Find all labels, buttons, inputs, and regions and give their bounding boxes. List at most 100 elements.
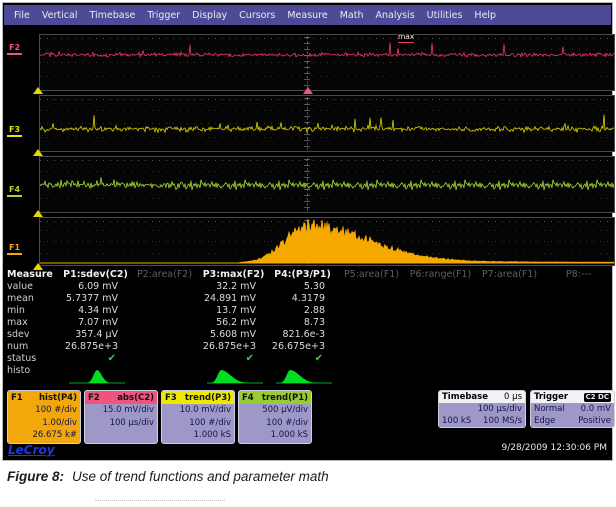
measure-value-p4-mean: 4.3179 — [268, 293, 337, 305]
descriptor-line-1: 15.0 mV/div — [85, 404, 157, 417]
figure-caption-label: Figure 8: — [7, 469, 64, 484]
menu-measure[interactable]: Measure — [281, 10, 333, 21]
measure-column-header-p8[interactable]: P8:--- — [544, 269, 613, 281]
channel-descriptor-f2[interactable]: F2 abs(C2)15.0 mV/div100 µs/div — [84, 390, 158, 444]
grid-f2[interactable] — [39, 34, 615, 91]
descriptor-header: F1hist(P4) — [8, 391, 80, 404]
measure-table: MeasureP1:sdev(C2)P2:area(F2)P3:max(F2)P… — [7, 269, 613, 385]
timebase-descriptor[interactable]: Timebase 0 µs 100 µs/div 100 kS 100 MS/s — [438, 390, 526, 428]
measure-row-label-mean: mean — [7, 293, 61, 305]
measure-row-label-max: max — [7, 317, 61, 329]
measure-value-p4-max: 8.73 — [268, 317, 337, 329]
timebase-rate: 100 MS/s — [483, 415, 522, 427]
measure-status-p4: ✔ — [268, 353, 337, 365]
measure-value-p6-mean — [406, 293, 475, 305]
menu-utilities[interactable]: Utilities — [421, 10, 469, 21]
channel-descriptor-f1[interactable]: F1hist(P4)100 #/div1.00/div26.675 k# — [7, 390, 81, 444]
measure-column-header-p4[interactable]: P4:(P3/P1) — [268, 269, 337, 281]
measure-column-header-p1[interactable]: P1:sdev(C2) — [61, 269, 130, 281]
measure-value-p8-sdev — [544, 329, 613, 341]
measure-value-p6-min — [406, 305, 475, 317]
trace-label-f2[interactable]: F2 — [7, 43, 22, 55]
histicon-graph — [275, 367, 333, 385]
menu-file[interactable]: File — [8, 10, 36, 21]
menu-help[interactable]: Help — [468, 10, 502, 21]
descriptor-row: F4 trend(P1)500 µV/div 100 #/div1.000 kSF3… — [3, 390, 616, 450]
measure-value-p1-num: 26.875e+3 — [61, 341, 130, 353]
descriptor-id: F4 — [242, 393, 254, 403]
measure-status-p6 — [406, 353, 475, 365]
descriptor-line-2: 100 #/div — [162, 417, 234, 430]
measure-value-p4-sdev: 821.6e-3 — [268, 329, 337, 341]
measure-status-p2 — [130, 353, 199, 365]
measure-value-p3-num: 26.875e+3 — [199, 341, 268, 353]
menu-display[interactable]: Display — [186, 10, 233, 21]
measure-column-header-p7[interactable]: P7:area(F1) — [475, 269, 544, 281]
measure-column-header-p6[interactable]: P6:range(F1) — [406, 269, 475, 281]
channel-descriptor-f3[interactable]: F3trend(P3)10.0 mV/div100 #/div1.000 kS — [161, 390, 235, 444]
measure-column-header-p5[interactable]: P5:area(F1) — [337, 269, 406, 281]
trace-label-f1[interactable]: F1 — [7, 243, 22, 255]
measure-value-p7-num — [475, 341, 544, 353]
measure-value-p4-num: 26.675e+3 — [268, 341, 337, 353]
measure-histicon-p8 — [544, 365, 613, 385]
measure-value-p1-value: 6.09 mV — [61, 281, 130, 293]
measure-value-p4-min: 2.88 — [268, 305, 337, 317]
descriptor-header: F2 abs(C2) — [85, 391, 157, 404]
waveform-f1 — [40, 218, 614, 265]
trigger-descriptor[interactable]: Trigger C2 DC Normal 0.0 mV Edge Positiv… — [530, 390, 615, 428]
measure-column-header-p3[interactable]: P3:max(F2) — [199, 269, 268, 281]
measure-value-p2-value — [130, 281, 199, 293]
measure-value-p6-value — [406, 281, 475, 293]
menu-cursors[interactable]: Cursors — [233, 10, 281, 21]
measure-histicon-p7 — [475, 365, 544, 385]
menu-trigger[interactable]: Trigger — [141, 10, 186, 21]
measure-value-p8-mean — [544, 293, 613, 305]
histicon-graph — [68, 367, 126, 385]
descriptor-header: F4 trend(P1) — [239, 391, 311, 404]
trigger-time-marker — [303, 87, 313, 94]
menu-vertical[interactable]: Vertical — [36, 10, 84, 21]
timebase-title: Timebase — [442, 392, 488, 402]
descriptor-line-2: 100 µs/div — [85, 417, 157, 430]
grid-f3[interactable] — [39, 95, 615, 152]
measure-value-p1-max: 7.07 mV — [61, 317, 130, 329]
measure-value-p5-sdev — [337, 329, 406, 341]
grid-f1[interactable] — [39, 217, 615, 266]
measure-value-p7-value — [475, 281, 544, 293]
measure-value-p7-mean — [475, 293, 544, 305]
channel-descriptor-f4[interactable]: F4trend(P1)500 µV/div100 #/div1.000 kS — [238, 390, 312, 444]
trace-offset-marker — [33, 87, 43, 94]
menu-timebase[interactable]: Timebase — [83, 10, 141, 21]
descriptor-function: trend(P1) — [262, 393, 308, 403]
measure-status-p1: ✔ — [61, 353, 130, 365]
descriptor-line-2: 1.00/div — [8, 417, 80, 430]
measure-row-label-value: value — [7, 281, 61, 293]
menu-math[interactable]: Math — [334, 10, 370, 21]
measure-value-p7-max — [475, 317, 544, 329]
trace-label-f3[interactable]: F3 — [7, 125, 22, 137]
timestamp: 9/28/2009 12:30:06 PM — [502, 443, 607, 453]
trace-offset-marker — [33, 149, 43, 156]
measure-histicon-p6 — [406, 365, 475, 385]
oscilloscope-screen: FileVerticalTimebaseTriggerDisplayCursor… — [2, 2, 613, 461]
measure-value-p2-num — [130, 341, 199, 353]
descriptor-line-3: 1.000 kS — [162, 429, 234, 442]
waveform-f2 — [40, 35, 614, 90]
measure-column-header-p2[interactable]: P2:area(F2) — [130, 269, 199, 281]
menu-analysis[interactable]: Analysis — [370, 10, 421, 21]
descriptor-function: abs(C2) — [117, 393, 154, 403]
measure-status-p7 — [475, 353, 544, 365]
trigger-kind: Edge — [534, 415, 555, 427]
measure-value-p2-sdev — [130, 329, 199, 341]
grid-f4[interactable] — [39, 156, 615, 213]
descriptor-line-1: 500 µV/div — [239, 404, 311, 417]
descriptor-id: F2 — [88, 393, 100, 403]
timebase-per-div: 100 µs/div — [478, 403, 522, 415]
trigger-mode: Normal — [534, 403, 565, 415]
trigger-title: Trigger — [534, 392, 568, 402]
measure-row-label-histo: histo — [7, 365, 61, 385]
measure-value-p1-mean: 5.7377 mV — [61, 293, 130, 305]
trace-label-f4[interactable]: F4 — [7, 185, 22, 197]
measure-value-p5-max — [337, 317, 406, 329]
